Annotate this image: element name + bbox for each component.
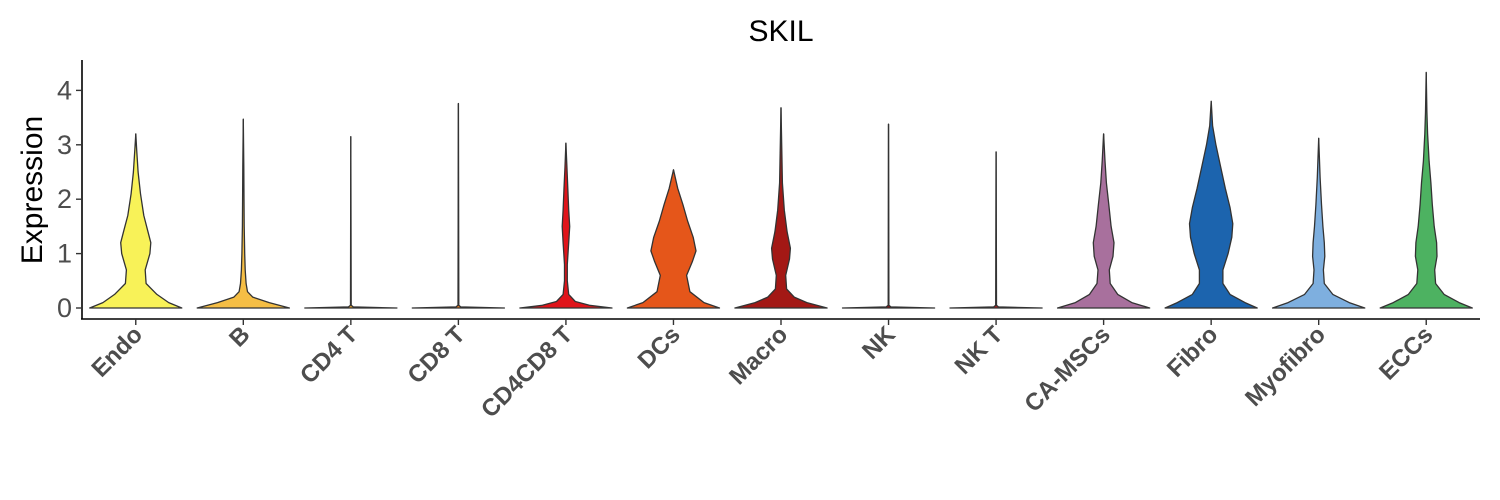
x-tick-label: Macro: [724, 321, 793, 390]
x-tick-label: Myofibro: [1240, 321, 1331, 412]
violin-nk: [841, 123, 936, 309]
x-tick-label: CD4CD8 T: [476, 321, 578, 423]
x-tick-label: DCs: [633, 321, 686, 374]
violin-endo: [89, 133, 183, 309]
y-tick-label: 2: [57, 184, 72, 214]
violins-group: [89, 71, 1473, 309]
x-tick-label: CA-MSCs: [1019, 321, 1115, 417]
violin-eccs: [1379, 71, 1473, 309]
y-tick-label: 4: [57, 75, 72, 105]
violin-nk-t: [949, 151, 1043, 309]
y-axis-label: Expression: [16, 116, 49, 264]
x-tick-label: Endo: [86, 321, 148, 383]
y-tick-label: 3: [57, 130, 72, 160]
x-tick-label: NK: [857, 321, 901, 365]
violin-fibro: [1164, 100, 1258, 309]
x-tick-label: NK T: [950, 321, 1009, 380]
violin-b: [196, 118, 291, 309]
x-tick-label: ECCs: [1374, 321, 1438, 385]
y-ticks-group: 0 1 2 3 4: [57, 75, 82, 323]
violin-cd8-t: [411, 102, 506, 309]
chart-title: SKIL: [748, 15, 813, 48]
y-tick-label: 0: [57, 293, 72, 323]
x-tick-label: Fibro: [1162, 321, 1224, 383]
violin-macro: [734, 107, 828, 309]
violin-cd4cd8-t: [519, 142, 613, 309]
x-tick-label: B: [224, 321, 255, 352]
x-tick-label: CD8 T: [403, 321, 471, 389]
x-ticks-group: Endo B CD4 T CD8 T CD4CD8 T DCs Macro NK NK T CA-…: [86, 319, 1438, 423]
violin-dcs: [626, 169, 721, 309]
x-tick-label: CD4 T: [295, 321, 363, 389]
violin-ca-mscs: [1056, 133, 1151, 309]
violin-cd4-t: [304, 135, 398, 309]
y-tick-label: 1: [57, 239, 72, 269]
violin-myofibro: [1271, 137, 1366, 309]
